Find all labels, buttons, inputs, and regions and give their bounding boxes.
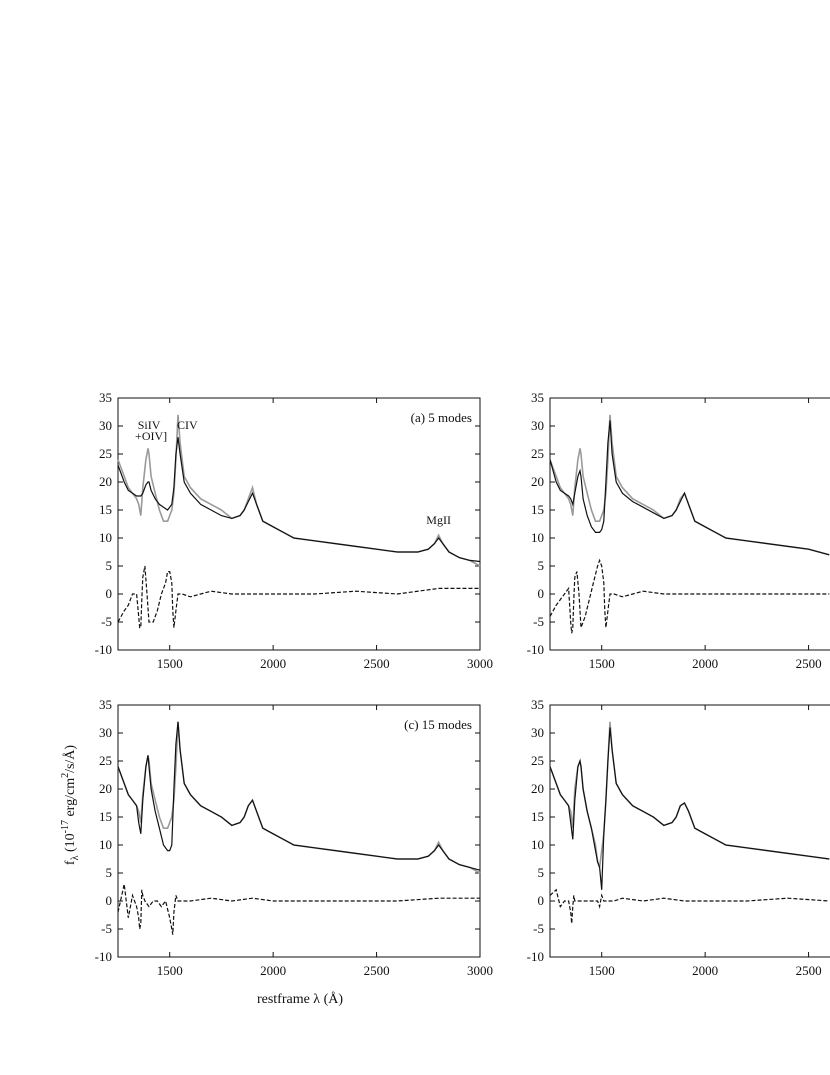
panel-b-ytick-label: 0 [538, 586, 545, 601]
panel-c-label: (c) 15 modes [404, 717, 472, 732]
panel-b-ytick-label: 5 [538, 558, 545, 573]
panel-c-ytick-label: 25 [99, 753, 112, 768]
panel-a-reconstruction-line [117, 437, 481, 563]
panel-a-ytick-label: 15 [99, 502, 112, 517]
panel-b-observed-line [549, 414, 830, 556]
panel-d-ytick-label: 5 [538, 865, 545, 880]
panel-b-ytick-label: 20 [531, 474, 544, 489]
panel-a-xtick-label: 2000 [260, 656, 286, 671]
panel-c-xtick-label: 3000 [467, 963, 493, 978]
panel-a-xtick-label: 2500 [364, 656, 390, 671]
panel-c-ytick-label: 35 [99, 697, 112, 712]
panel-a-ytick-label: 5 [106, 558, 113, 573]
panel-c-ytick-label: 15 [99, 809, 112, 824]
panel-c-ytick-label: 5 [106, 865, 113, 880]
svg-text:fλ (10-17 erg/cm2/s/Å): fλ (10-17 erg/cm2/s/Å) [60, 745, 81, 866]
y-label-units-b: erg/cm [63, 778, 78, 820]
panel-c-observed-line [117, 721, 481, 874]
y-label-units-a: (10 [63, 833, 78, 855]
panel-d-observed-line [549, 721, 830, 868]
panel-c-xtick-label: 2000 [260, 963, 286, 978]
panel-c-ytick-label: -10 [95, 949, 112, 964]
panel-a-annotation: CIV [177, 418, 198, 432]
y-label-f: f [63, 860, 78, 865]
panel-b-xtick-label: 1500 [589, 656, 615, 671]
panel-c-ytick-label: 30 [99, 725, 112, 740]
x-axis-label: restframe λ (Å) [257, 991, 343, 1007]
panel-d-frame [549, 704, 830, 958]
panel-b-ytick-label: -10 [527, 642, 544, 657]
panel-a-xtick-label: 3000 [467, 656, 493, 671]
panel-a-ytick-label: 0 [106, 586, 113, 601]
panel-c-reconstruction-line [117, 721, 481, 871]
panel-b-reconstruction-line [549, 420, 830, 556]
panel-a-annotation: SiIV [138, 418, 161, 432]
panel-a-label: (a) 5 modes [411, 410, 472, 425]
panel-c: -10 -5 0 5 10 15 20 25 30 35 1500 2000 2500 3000 (c) 1… [95, 697, 493, 978]
panel-a-ytick-label: 35 [99, 390, 112, 405]
panel-c-xtick-label: 1500 [157, 963, 183, 978]
panel-a-ytick-label: 25 [99, 446, 112, 461]
panel-d-ytick-label: 15 [531, 809, 544, 824]
panel-d-ytick-label: 35 [531, 697, 544, 712]
panel-d-ytick-label: -5 [533, 921, 544, 936]
panel-c-ytick-label: -5 [101, 921, 112, 936]
panel-d-xtick-label: 2500 [796, 963, 822, 978]
panel-d-ytick-label: 20 [531, 781, 544, 796]
panel-d-ytick-label: 30 [531, 725, 544, 740]
panel-b-ytick-label: -5 [533, 614, 544, 629]
panel-c-ytick-label: 10 [99, 837, 112, 852]
panel-a-ytick-label: -5 [101, 614, 112, 629]
panel-c-ytick-label: 20 [99, 781, 112, 796]
y-label-sq: 2 [60, 773, 71, 778]
panel-b-ytick-label: 25 [531, 446, 544, 461]
panel-b-residual-line [549, 558, 830, 634]
panel-a-frame [117, 397, 481, 651]
panel-c-frame [117, 704, 481, 958]
panel-b-ytick-label: 35 [531, 390, 544, 405]
panel-a-residual-line [117, 565, 480, 629]
panel-b-frame [549, 397, 830, 651]
panel-c-residual-line [117, 884, 480, 935]
panel-c-ytick-label: 0 [106, 893, 113, 908]
panel-d-xtick-label: 2000 [692, 963, 718, 978]
panel-d-ytick-label: 25 [531, 753, 544, 768]
panel-c-xtick-label: 2500 [364, 963, 390, 978]
panel-d-ytick-label: 0 [538, 893, 545, 908]
panel-a-annotation: +OIV] [135, 429, 167, 443]
panel-a-observed-line [117, 414, 481, 567]
panel-d-xtick-label: 1500 [589, 963, 615, 978]
y-label-units-c: /s/Å) [62, 745, 78, 773]
panel-d-ytick-label: -10 [527, 949, 544, 964]
y-label-exp: -17 [60, 820, 71, 833]
panel-b-xtick-label: 2500 [796, 656, 822, 671]
panel-d-ytick-label: 10 [531, 837, 544, 852]
panel-b-ytick-label: 10 [531, 530, 544, 545]
panel-a-annotation: MgII [426, 513, 451, 527]
panel-a: -10 -5 0 5 10 15 20 25 30 35 1500 2000 2500 3000 (a) 5… [95, 390, 493, 671]
panel-a-xtick-label: 1500 [157, 656, 183, 671]
y-label-lambda-sub: λ [70, 855, 81, 860]
panel-a-ytick-label: 10 [99, 530, 112, 545]
panel-d-residual-line [549, 888, 830, 924]
panel-b-ytick-label: 30 [531, 418, 544, 433]
panel-b-ytick-label: 15 [531, 502, 544, 517]
y-axis-label: fλ (10-17 erg/cm2/s/Å) [60, 745, 81, 866]
panel-b-xtick-label: 2000 [692, 656, 718, 671]
panel-a-ytick-label: 30 [99, 418, 112, 433]
panel-a-ytick-label: -10 [95, 642, 112, 657]
panel-d-reconstruction-line [549, 727, 830, 890]
panel-a-ytick-label: 20 [99, 474, 112, 489]
